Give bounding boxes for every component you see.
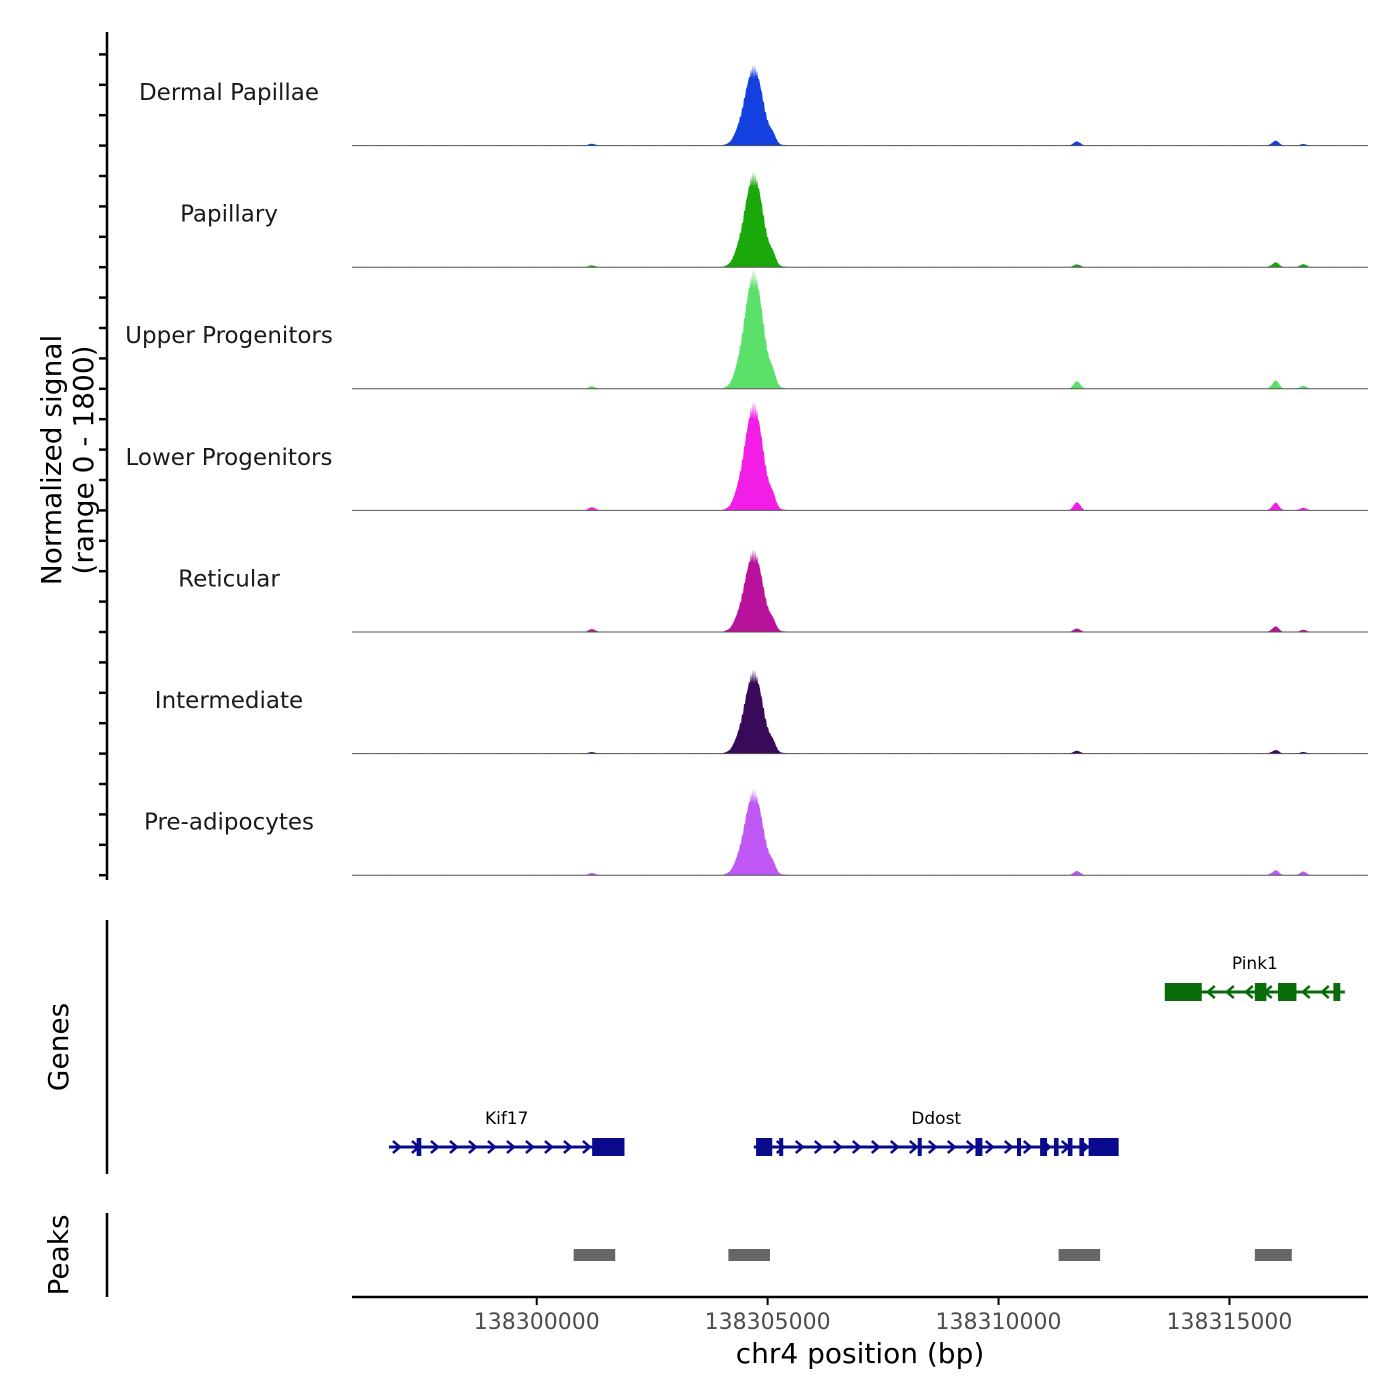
gene-exon	[1277, 983, 1297, 1001]
gene-label: Kif17	[485, 1109, 529, 1129]
signal-track-6	[352, 669, 1368, 754]
gene-strand-arrow	[927, 1140, 938, 1154]
peaks-panel-title: Peaks	[42, 1214, 75, 1295]
gene-strand-arrow	[1022, 1140, 1033, 1154]
signal-track-2	[352, 171, 1368, 268]
gene-exon	[1088, 1138, 1119, 1156]
gene-strand-arrow	[870, 1140, 881, 1154]
x-axis-title: chr4 position (bp)	[736, 1337, 985, 1370]
gene-strand-arrow	[449, 1140, 459, 1154]
gene-strand-arrow	[563, 1140, 573, 1154]
gene-exon	[1164, 983, 1202, 1001]
gene-exon	[1067, 1138, 1073, 1156]
gene-strand-arrow	[1319, 985, 1330, 999]
gene-strand-arrow	[1243, 985, 1254, 999]
x-tick-label: 138300000	[474, 1310, 600, 1335]
peaks-panel	[573, 1249, 1292, 1261]
peak-region	[1254, 1249, 1292, 1261]
x-tick-label: 138310000	[936, 1310, 1062, 1335]
gene-exon	[1017, 1138, 1022, 1156]
gene-strand-arrow	[946, 1140, 957, 1154]
y-axis-title: Normalized signal (range 0 - 1800)	[35, 335, 100, 586]
gene-exon	[756, 1138, 773, 1156]
peak-region	[728, 1249, 770, 1261]
track-label: Upper Progenitors	[125, 323, 333, 349]
track-label: Pre-adipocytes	[144, 810, 314, 836]
genes-panel: Pink1 Kif17 Ddost	[388, 954, 1345, 1156]
peak-region	[1058, 1249, 1101, 1261]
gene-exon	[975, 1138, 983, 1156]
gene-strand-arrow	[813, 1140, 824, 1154]
gene-exon	[416, 1138, 422, 1156]
track-label: Intermediate	[155, 688, 303, 714]
gene-strand-arrow	[525, 1140, 535, 1154]
gene-strand-arrow	[392, 1140, 402, 1154]
gene-exon	[1040, 1138, 1048, 1156]
gene-kif17: Kif17	[388, 1109, 625, 1156]
gene-exon	[592, 1138, 625, 1156]
gene-strand-arrow	[775, 1140, 786, 1154]
gene-exon	[1053, 1138, 1059, 1156]
gene-strand-arrow	[832, 1140, 843, 1154]
x-tick-label: 138305000	[705, 1310, 831, 1335]
peak-region	[573, 1249, 616, 1261]
track-label: Dermal Papillae	[139, 80, 319, 106]
signal-track-7	[352, 788, 1368, 876]
genes-panel-title: Genes	[42, 1003, 75, 1091]
signal-y-axis	[99, 32, 109, 880]
gene-label: Pink1	[1232, 954, 1278, 974]
gene-strand-arrow	[1300, 985, 1311, 999]
signal-track-5	[352, 548, 1368, 632]
gene-strand-arrow	[851, 1140, 862, 1154]
gene-strand-arrow	[965, 1140, 976, 1154]
y-axis-title-line2: (range 0 - 1800)	[67, 345, 100, 574]
gene-exon	[1254, 983, 1267, 1001]
gene-pink1: Pink1	[1164, 954, 1345, 1001]
gene-strand-arrow	[487, 1140, 497, 1154]
track-label: Papillary	[180, 202, 278, 228]
gene-strand-arrow	[468, 1140, 478, 1154]
signal-track-4	[352, 401, 1368, 511]
gene-exon	[1079, 1138, 1084, 1156]
gene-ddost: Ddost	[753, 1109, 1119, 1156]
x-tick-label: 138315000	[1166, 1310, 1292, 1335]
gene-exon	[917, 1138, 922, 1156]
gene-strand-arrow	[1224, 985, 1235, 999]
gene-strand-arrow	[889, 1140, 900, 1154]
signal-track-1	[352, 64, 1368, 146]
gene-strand-arrow	[506, 1140, 516, 1154]
gene-strand-arrow	[794, 1140, 805, 1154]
gene-strand-arrow	[984, 1140, 995, 1154]
gene-strand-arrow	[908, 1140, 919, 1154]
signal-tracks: Dermal Papillae Papillary Upper Progenitor…	[125, 64, 1368, 876]
gene-strand-arrow	[1205, 985, 1216, 999]
gene-strand-arrow	[430, 1140, 440, 1154]
gene-label: Ddost	[911, 1109, 961, 1129]
gene-strand-arrow	[582, 1140, 592, 1154]
track-label: Reticular	[178, 566, 280, 592]
gene-strand-arrow	[544, 1140, 554, 1154]
y-axis-title-line1: Normalized signal	[35, 335, 68, 586]
x-axis-ticks: 138300000 138305000 138310000 138315000	[474, 1297, 1292, 1335]
gene-strand-arrow	[1003, 1140, 1014, 1154]
track-label: Lower Progenitors	[126, 445, 333, 471]
signal-track-3	[352, 268, 1368, 389]
gene-exon	[779, 1138, 784, 1156]
gene-exon	[1333, 983, 1341, 1001]
